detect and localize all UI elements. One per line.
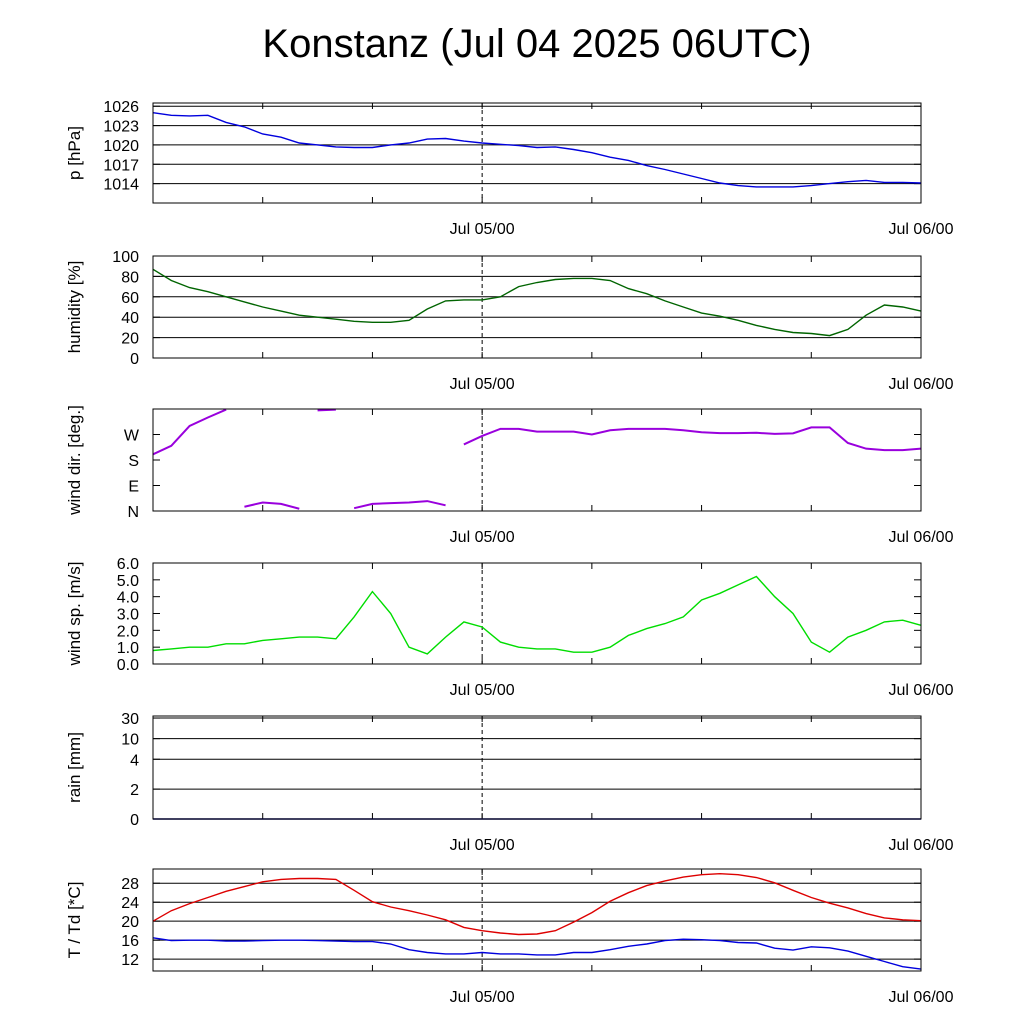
- x-tick-label: Jul 05/00: [450, 989, 515, 1006]
- panel-frame: [152, 255, 922, 359]
- y-axis-label: T / Td [*C]: [65, 882, 84, 959]
- y-tick-label: 28: [121, 876, 139, 893]
- y-tick-label: 4: [130, 752, 139, 769]
- panel-frame: [152, 868, 922, 972]
- y-tick-label: 1020: [103, 138, 139, 155]
- y-tick-label: 20: [121, 331, 139, 348]
- x-tick-label: Jul 05/00: [450, 529, 515, 546]
- y-tick-label: 20: [121, 914, 139, 931]
- y-tick-label: 12: [121, 952, 139, 969]
- x-tick-label: Jul 05/00: [450, 376, 515, 393]
- x-tick-label: Jul 06/00: [889, 837, 954, 854]
- y-tick-label: 40: [121, 310, 139, 327]
- y-tick-label: 0: [130, 351, 139, 368]
- y-tick-label: 80: [121, 269, 139, 286]
- y-tick-label: S: [128, 453, 139, 470]
- y-axis-label: wind sp. [m/s]: [65, 562, 84, 667]
- y-tick-label: 1.0: [117, 640, 139, 657]
- data-series-line: [152, 268, 922, 337]
- panel-frame: [152, 102, 922, 204]
- y-tick-label: 2.0: [117, 623, 139, 640]
- y-tick-label: W: [124, 428, 140, 445]
- y-tick-label: 4.0: [117, 590, 139, 607]
- y-axis-label: wind dir. [deg.]: [65, 405, 84, 516]
- x-tick-label: Jul 06/00: [889, 376, 954, 393]
- x-tick-label: Jul 06/00: [889, 989, 954, 1006]
- data-series-line: [152, 872, 922, 936]
- y-tick-label: 1014: [103, 177, 139, 194]
- panel-frame: [152, 408, 922, 512]
- x-tick-label: Jul 06/00: [889, 529, 954, 546]
- data-series-line: [152, 937, 922, 970]
- y-tick-label: 1017: [103, 157, 139, 174]
- y-axis-label: humidity [%]: [65, 261, 84, 354]
- x-tick-label: Jul 05/00: [450, 221, 515, 238]
- x-tick-label: Jul 05/00: [450, 837, 515, 854]
- y-tick-label: 1023: [103, 119, 139, 136]
- y-tick-label: 2: [130, 782, 139, 799]
- wind-direction-series: [244, 501, 300, 510]
- panel-frame: [152, 715, 922, 820]
- x-tick-label: Jul 05/00: [450, 682, 515, 699]
- y-tick-label: 60: [121, 290, 139, 307]
- x-tick-label: Jul 06/00: [889, 682, 954, 699]
- y-tick-label: 5.0: [117, 573, 139, 590]
- y-tick-label: N: [127, 504, 139, 521]
- y-tick-label: 30: [121, 711, 139, 728]
- data-series-line: [152, 575, 922, 655]
- wind-direction-series: [463, 426, 922, 452]
- y-axis-label: rain [mm]: [65, 732, 84, 803]
- y-tick-label: 0: [130, 812, 139, 829]
- y-tick-label: 100: [112, 249, 139, 266]
- chart-title: Konstanz (Jul 04 2025 06UTC): [262, 22, 812, 66]
- wind-direction-series: [317, 408, 336, 412]
- panel-frame: [152, 562, 922, 665]
- y-tick-label: 16: [121, 933, 139, 950]
- y-tick-label: 1026: [103, 99, 139, 116]
- y-tick-label: 3.0: [117, 607, 139, 624]
- wind-direction-series: [353, 500, 446, 510]
- y-tick-label: 10: [121, 732, 139, 749]
- y-tick-label: 0.0: [117, 657, 139, 674]
- data-series-line: [152, 112, 922, 188]
- wind-direction-series: [152, 408, 227, 456]
- y-tick-label: 24: [121, 895, 139, 912]
- x-tick-label: Jul 06/00: [889, 221, 954, 238]
- y-tick-label: E: [128, 479, 139, 496]
- y-axis-label: p [hPa]: [65, 126, 84, 180]
- y-tick-label: 6.0: [117, 556, 139, 573]
